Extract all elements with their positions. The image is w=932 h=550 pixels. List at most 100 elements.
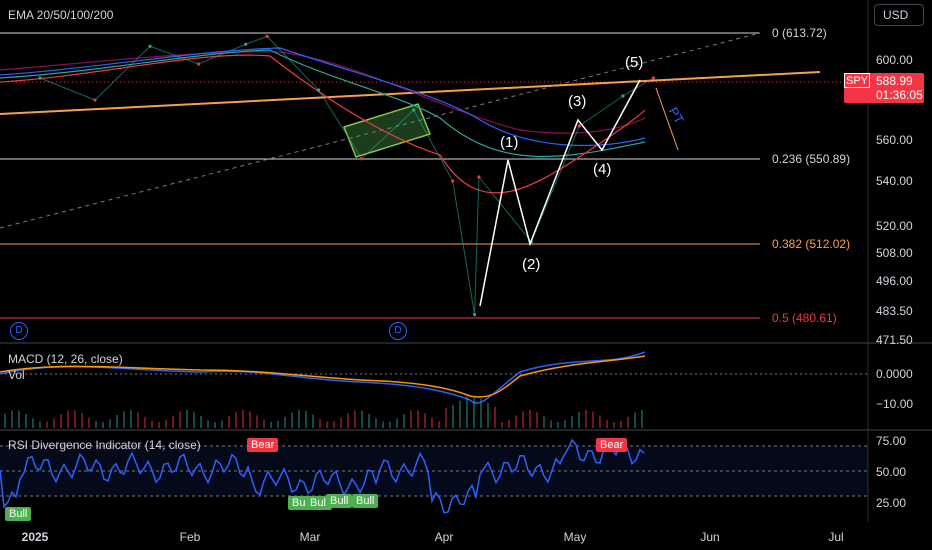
last-price-tag: SPY 588.99 01:36:05 — [844, 73, 924, 103]
volume-bar — [88, 417, 90, 428]
price-point — [472, 313, 477, 317]
volume-bar — [585, 410, 587, 428]
price-axis-label: 471.50 — [876, 333, 913, 347]
price-axis-label: 600.00 — [876, 53, 913, 67]
volume-bar — [123, 411, 125, 428]
ema20-line — [0, 54, 646, 194]
volume-bar — [340, 417, 342, 428]
price-point — [265, 34, 269, 38]
currency-selector[interactable]: USD — [874, 4, 924, 26]
volume-bar — [501, 421, 503, 428]
rsi-axis-label: 75.00 — [876, 434, 907, 448]
volume-bar — [193, 411, 195, 428]
volume-bar — [53, 418, 55, 428]
volume-bar — [564, 420, 566, 428]
consolidation-box — [343, 103, 431, 158]
volume-bar — [130, 410, 132, 428]
volume-bar — [592, 411, 594, 428]
price-axis-label: 560.00 — [876, 133, 913, 147]
ema100-line — [0, 47, 646, 147]
rsi-signal-bull: Bull — [5, 507, 32, 521]
rsi-signal-bull: Bull — [306, 496, 333, 510]
volume-bar — [25, 413, 27, 428]
volume-bar — [39, 421, 41, 428]
macd-axis-label: 0.0000 — [876, 367, 913, 381]
wave-label-3: (3) — [568, 93, 587, 110]
rsi-signal-bull: Bull — [352, 494, 379, 508]
price-point — [621, 94, 625, 98]
volume-bar — [529, 410, 531, 428]
volume-bar — [375, 418, 377, 428]
volume-bar — [599, 415, 601, 428]
volume-bar — [606, 419, 608, 428]
price-point — [577, 124, 581, 128]
volume-bar — [11, 410, 13, 428]
wave-label-4: (4) — [593, 161, 612, 178]
volume-bar — [333, 421, 335, 428]
volume-bar — [494, 406, 496, 428]
dashed-trendline — [0, 32, 761, 229]
price-close-line — [39, 35, 654, 315]
rsi-axis-label: 25.00 — [876, 496, 907, 510]
volume-bar — [179, 411, 181, 428]
volume-bar — [284, 417, 286, 428]
time-axis-label: May — [563, 530, 587, 544]
volume-bar — [382, 421, 384, 428]
dividend-marker[interactable]: D — [10, 322, 28, 340]
volume-bar — [361, 410, 363, 428]
volume-bar — [571, 416, 573, 428]
rsi-line — [0, 438, 645, 514]
price-point — [38, 76, 42, 80]
volume-bar — [235, 412, 237, 428]
time-axis-label: Mar — [299, 530, 321, 544]
indicator-title: EMA 20/50/100/200 — [8, 8, 114, 22]
time-axis-label: Apr — [434, 530, 454, 544]
volume-bar — [298, 410, 300, 428]
price-point — [451, 179, 455, 183]
volume-bar — [46, 421, 48, 428]
volume-bar — [634, 412, 636, 428]
volume-bar — [18, 410, 20, 428]
volume-bar — [277, 420, 279, 428]
fib-label-0236: 0.236 (550.89) — [772, 152, 851, 166]
volume-bar — [438, 421, 440, 428]
volume-bar — [32, 418, 34, 428]
resistance-trendline — [0, 71, 821, 115]
wave-label-5: (5) — [625, 54, 644, 71]
volume-bar — [508, 419, 510, 428]
volume-bar — [200, 416, 202, 428]
volume-bar — [620, 420, 622, 428]
volume-bar — [214, 421, 216, 428]
price-point — [148, 44, 152, 48]
volume-bar — [158, 421, 160, 428]
rsi-signal-bear: Bear — [247, 438, 279, 452]
fib-label-0: 0 (613.72) — [772, 26, 827, 40]
volume-bar — [102, 421, 104, 428]
time-axis-label: Jun — [700, 530, 720, 544]
volume-bar — [95, 421, 97, 428]
volume-bar — [396, 418, 398, 428]
volume-bar — [270, 421, 272, 428]
dividend-marker[interactable]: D — [389, 322, 407, 340]
fib-label-05: 0.5 (480.61) — [772, 311, 837, 325]
price-point — [651, 76, 655, 80]
ema200-line — [0, 51, 646, 134]
rsi-signal-bear: Bear — [596, 438, 628, 452]
price-point — [317, 88, 321, 92]
volume-bar — [522, 411, 524, 428]
volume-bar — [249, 411, 251, 428]
volume-bar — [515, 415, 517, 428]
volume-bar — [627, 416, 629, 428]
volume-bar — [445, 407, 447, 428]
volume-bar — [466, 396, 468, 428]
volume-bar — [410, 410, 412, 428]
volume-bar — [312, 414, 314, 428]
volume-bar — [319, 419, 321, 428]
price-point — [196, 62, 201, 66]
rsi-title: RSI Divergence Indicator (14, close) — [8, 438, 201, 452]
macd-title: MACD (12, 26, close) — [8, 352, 123, 366]
macd-axis-label: −10.00 — [876, 397, 914, 411]
volume-bar — [536, 411, 538, 428]
